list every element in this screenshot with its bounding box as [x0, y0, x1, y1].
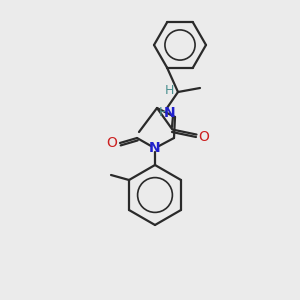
Text: H: H	[158, 106, 168, 119]
Text: O: O	[199, 130, 209, 144]
Text: O: O	[106, 136, 117, 150]
Text: N: N	[149, 141, 161, 155]
Text: N: N	[164, 106, 176, 120]
Text: H: H	[164, 83, 174, 97]
